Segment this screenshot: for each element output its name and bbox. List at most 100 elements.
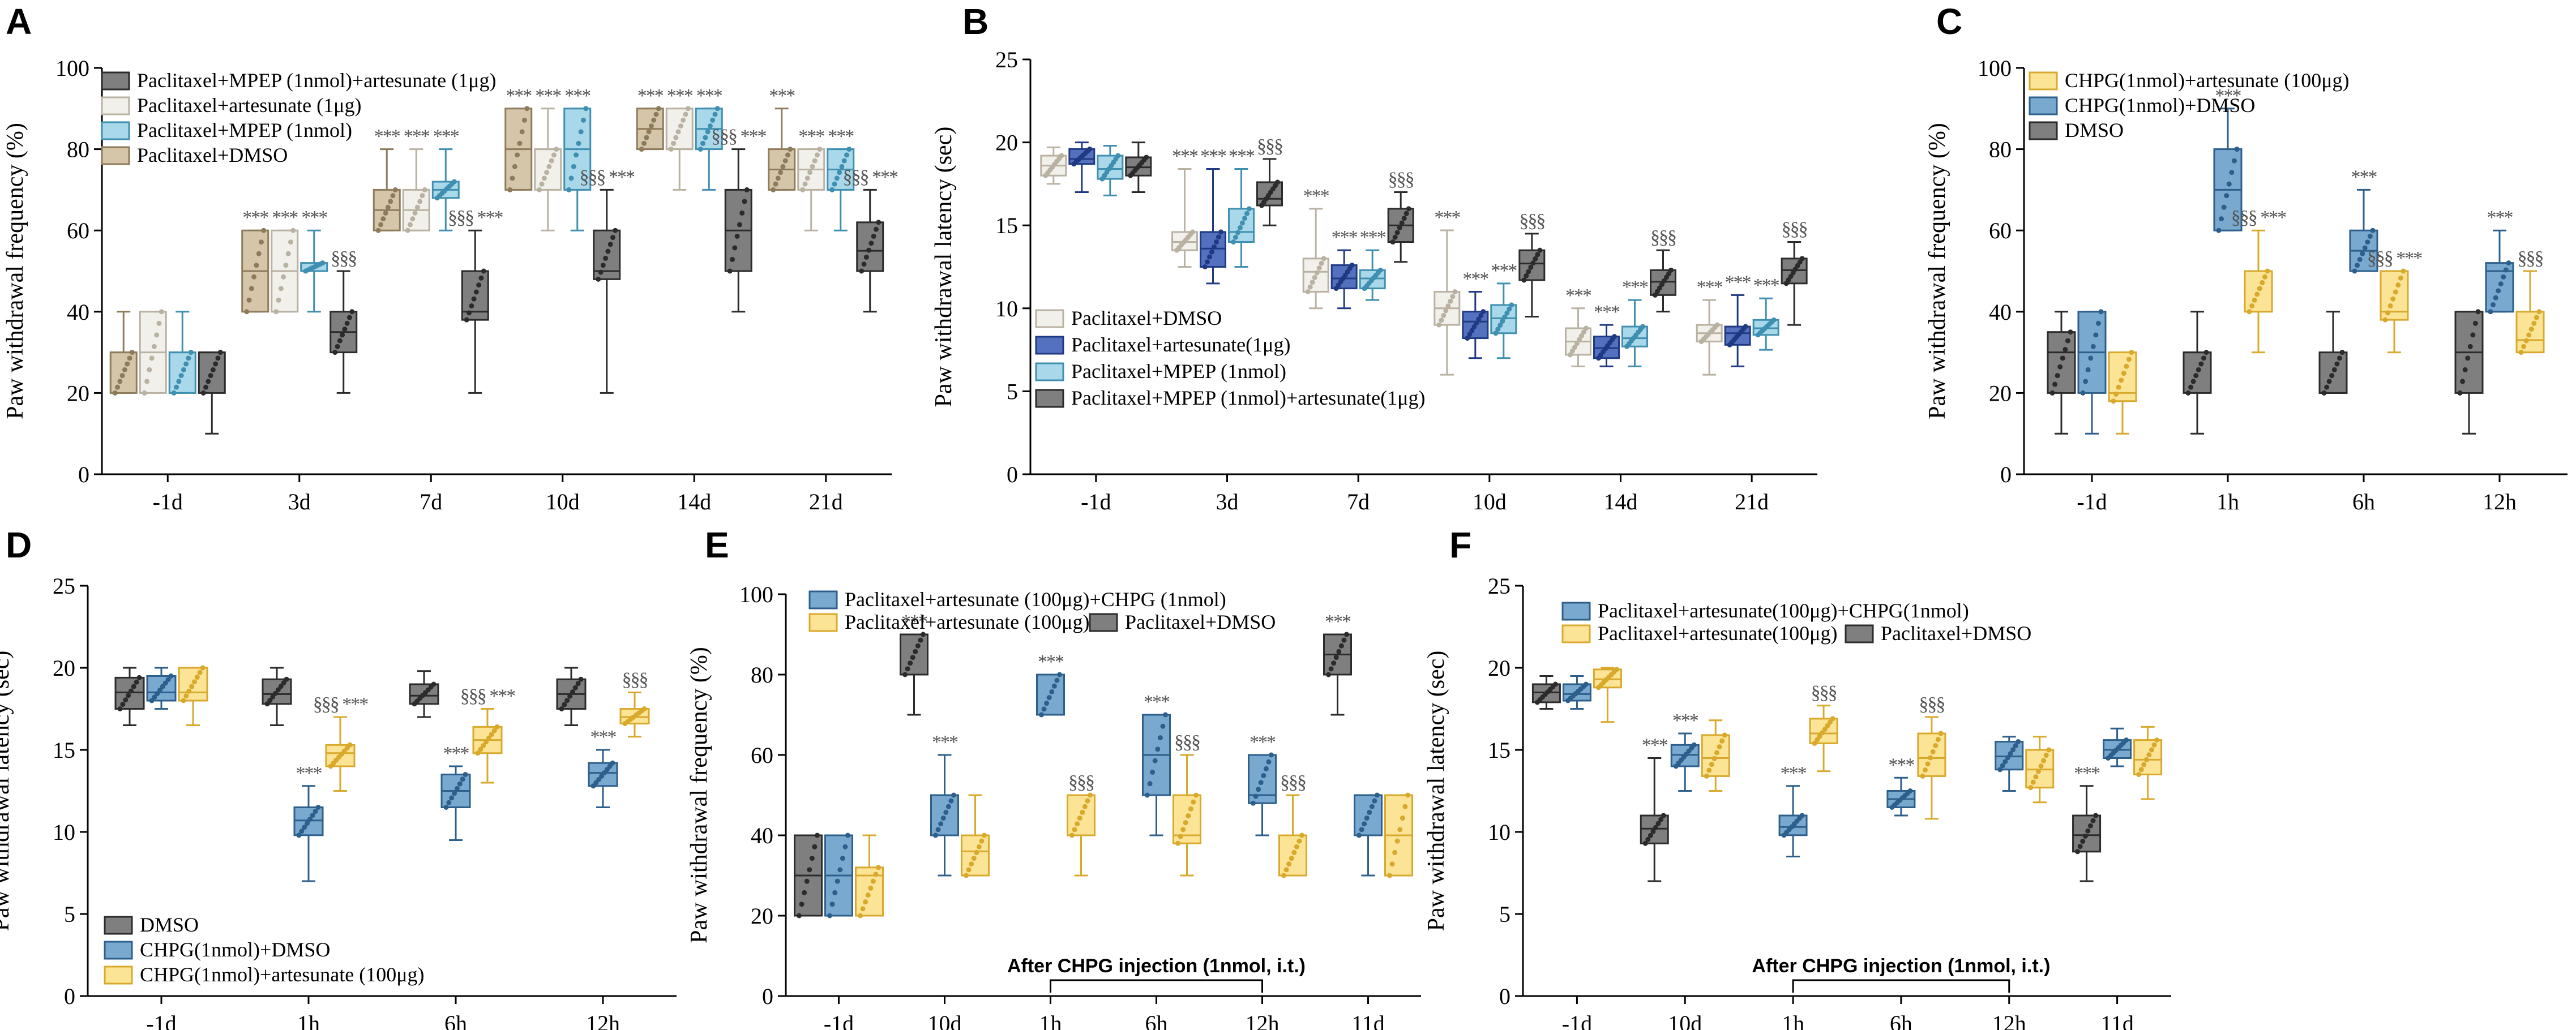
data-point [1757, 330, 1763, 336]
data-point [446, 800, 452, 805]
data-point [1205, 259, 1210, 265]
box--1d [139, 309, 167, 396]
data-point [1493, 331, 1499, 336]
data-point [2196, 367, 2201, 372]
data-point [1044, 701, 1050, 706]
data-point [1450, 294, 1456, 299]
data-point [1344, 632, 1349, 637]
data-point [457, 781, 463, 787]
significance-mark: *** [1325, 611, 1351, 632]
box-14d: *** [1621, 277, 1649, 367]
data-point [310, 265, 316, 271]
data-point [420, 193, 425, 199]
data-point [1740, 327, 1746, 332]
data-point [136, 675, 142, 680]
data-point [1497, 323, 1503, 328]
data-point [571, 164, 576, 169]
data-point [2472, 320, 2478, 326]
data-point [420, 693, 426, 698]
data-point [261, 228, 267, 233]
y-tick-label: 5 [64, 902, 75, 927]
data-point [1405, 792, 1410, 798]
data-point [807, 867, 812, 873]
data-point [1655, 821, 1661, 826]
data-point [583, 106, 589, 111]
legend-swatch [808, 590, 838, 610]
legend-swatch [1089, 613, 1118, 632]
data-point [349, 309, 355, 315]
panel-b: B 0 5 10 15 20 25 Paw withdrawal latency (sec) -… [931, 1, 1817, 514]
x-tick-label: 3d [1216, 489, 1239, 514]
data-point [2229, 170, 2235, 175]
data-point [840, 856, 845, 861]
box-1h: §§§ [1809, 683, 1838, 772]
data-point [1106, 166, 1112, 172]
data-point [305, 267, 311, 273]
panel-a: A 0 20 40 60 80 100 Paw withdrawal frequency (%… [2, 1, 899, 514]
box-7d: *** [402, 126, 431, 233]
data-point [346, 315, 352, 320]
box-10d: §§§ *** [580, 166, 636, 394]
box--1d [1097, 144, 1124, 196]
x-tick-label: 12h [1992, 1011, 2026, 1030]
data-point [1240, 220, 1245, 226]
legend-label: Paclitaxel+MPEP (1nmol) [137, 119, 352, 141]
legend: Paclitaxel+artesunate(100μg)+CHPG(1nmol)… [1561, 599, 2031, 645]
data-point [1051, 683, 1057, 689]
data-point [331, 761, 336, 766]
data-point [152, 694, 157, 700]
legend-label: Paclitaxel+artesunate (100μg)+CHPG (1nmo… [845, 588, 1226, 611]
data-point [568, 175, 574, 181]
data-point [1729, 340, 1735, 345]
data-point [122, 367, 127, 372]
data-point [1584, 325, 1589, 331]
significance-mark: *** [301, 207, 327, 228]
data-point [2221, 204, 2227, 210]
box-10d: *** [1670, 710, 1700, 792]
data-point [685, 106, 691, 111]
data-point [2352, 268, 2357, 274]
significance-mark: *** [1332, 227, 1358, 248]
data-point [2491, 302, 2496, 307]
data-point [866, 247, 872, 253]
box-10d [1701, 719, 1730, 792]
x-tick-label: 10d [546, 489, 580, 514]
significance-mark: §§§ [1782, 219, 1807, 240]
data-point [2219, 216, 2224, 222]
legend-item: Paclitaxel+MPEP (1nmol) [101, 119, 352, 141]
x-tick-label: 7d [1347, 489, 1370, 514]
legend-swatch [104, 916, 133, 935]
data-point [631, 714, 636, 720]
box [168, 351, 196, 394]
data-point [1830, 716, 1835, 722]
box-7d: *** [1359, 227, 1387, 301]
data-point [2518, 350, 2524, 355]
data-point [812, 844, 818, 849]
significance-mark: *** [637, 85, 664, 106]
data-point [1495, 327, 1501, 332]
data-point [270, 694, 276, 699]
data-point [860, 906, 866, 912]
box-6h: *** [2349, 166, 2378, 274]
data-point [1933, 743, 1939, 749]
data-point [782, 158, 788, 164]
legend-swatch [101, 146, 130, 165]
data-point [449, 181, 455, 187]
box [1278, 834, 1307, 877]
data-point [1347, 265, 1353, 271]
data-point [1537, 247, 1543, 253]
data-point [603, 255, 609, 261]
box-6h [2318, 311, 2348, 396]
x-tick-label: 1h [297, 1011, 320, 1030]
data-point [2185, 390, 2191, 396]
data-point [1238, 225, 1243, 230]
y-tick-label: 20 [995, 130, 1018, 156]
data-point [2035, 769, 2041, 774]
significance-mark: *** [1888, 754, 1914, 775]
data-point [780, 164, 786, 169]
data-point [566, 187, 572, 192]
data-point [865, 892, 871, 898]
data-point [809, 856, 815, 861]
data-point [1658, 817, 1664, 822]
data-point [2090, 344, 2096, 349]
